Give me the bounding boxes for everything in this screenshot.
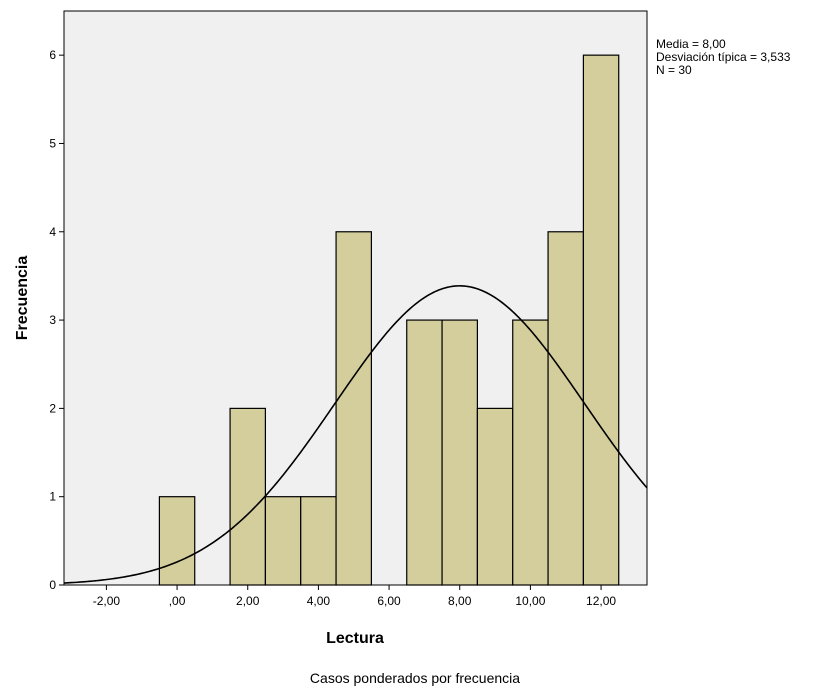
y-tick-label: 5	[49, 136, 56, 150]
x-tick-label: 10,00	[515, 594, 545, 608]
histogram-bar	[229, 407, 266, 586]
histogram-bar	[547, 231, 584, 586]
histogram-bar	[512, 319, 549, 586]
x-tick-label: 12,00	[586, 594, 616, 608]
y-tick-label: 4	[49, 225, 56, 239]
stats-n: N = 30	[656, 63, 692, 77]
y-axis-title: Frecuencia	[14, 256, 31, 341]
y-tick-label: 6	[49, 48, 56, 62]
histogram-bar	[406, 319, 443, 586]
stats-mean: Media = 8,00	[656, 37, 726, 51]
y-tick-label: 3	[49, 313, 56, 327]
histogram-bar	[158, 496, 196, 586]
bars	[158, 54, 620, 586]
histogram-bar	[441, 319, 479, 586]
x-tick-label: ,00	[169, 594, 186, 608]
y-axis: 0 1 2 3 4 5 6	[49, 48, 64, 592]
normal-curve	[63, 285, 648, 584]
x-axis: -2,00 ,00 2,00 4,00 6,00 8,00 10,00 12,00	[93, 585, 616, 608]
y-tick-label: 1	[49, 490, 56, 504]
x-tick-label: -2,00	[93, 594, 121, 608]
histogram-bar	[582, 54, 620, 586]
y-tick-label: 2	[49, 401, 56, 415]
stats-sd: Desviación típica = 3,533	[656, 50, 791, 64]
x-tick-label: 2,00	[236, 594, 260, 608]
stats-legend: Media = 8,00 Desviación típica = 3,533 N…	[656, 37, 791, 77]
histogram-bar	[300, 496, 337, 586]
y-tick-label: 0	[49, 578, 56, 592]
x-tick-label: 8,00	[448, 594, 472, 608]
x-axis-title: Lectura	[326, 630, 384, 647]
footer-note: Casos ponderados por frecuencia	[310, 670, 520, 686]
x-tick-label: 4,00	[307, 594, 331, 608]
x-tick-label: 6,00	[377, 594, 401, 608]
histogram-bar	[264, 496, 302, 586]
histogram-bar	[335, 231, 373, 586]
histogram-bar	[476, 407, 514, 586]
